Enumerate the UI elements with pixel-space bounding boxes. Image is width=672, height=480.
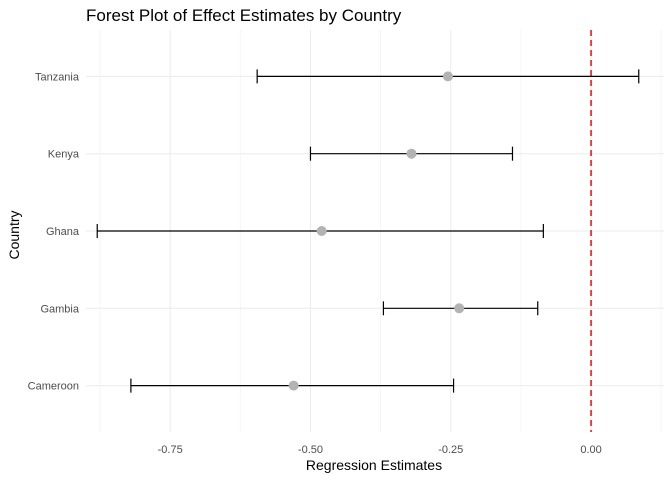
- x-tick-labels: -0.75 -0.50 -0.25 0.00: [158, 444, 602, 456]
- y-axis-title: Country: [6, 210, 22, 259]
- y-tick-label: Kenya: [48, 149, 80, 161]
- y-tick-label: Cameroon: [28, 381, 79, 393]
- x-axis-title: Regression Estimates: [306, 457, 442, 473]
- x-tick-label: -0.75: [158, 444, 183, 456]
- y-tick-label: Tanzania: [35, 71, 80, 83]
- x-tick-label: 0.00: [580, 444, 601, 456]
- estimate-points-group: [288, 71, 465, 391]
- estimate-point-cameroon: [288, 380, 299, 391]
- y-tick-label: Gambia: [40, 303, 79, 315]
- estimate-point-gambia: [454, 303, 465, 314]
- chart-title: Forest Plot of Effect Estimates by Count…: [86, 6, 402, 25]
- estimate-point-tanzania: [442, 71, 453, 82]
- estimate-point-kenya: [406, 148, 417, 159]
- x-tick-label: -0.50: [298, 444, 323, 456]
- y-tick-label: Ghana: [46, 226, 80, 238]
- x-tick-label: -0.25: [438, 444, 463, 456]
- estimate-point-ghana: [316, 226, 327, 236]
- y-tick-labels: Cameroon Gambia Ghana Kenya Tanzania: [28, 71, 80, 392]
